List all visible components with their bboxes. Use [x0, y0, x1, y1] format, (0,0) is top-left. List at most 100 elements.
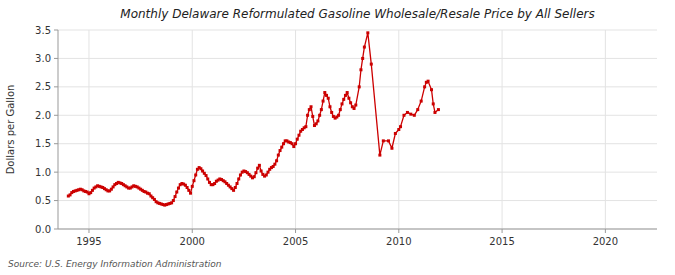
price-marker — [409, 113, 412, 116]
x-tick — [88, 229, 89, 233]
y-tick-label: 0.0 — [35, 224, 51, 235]
price-marker — [232, 189, 235, 192]
price-marker — [174, 195, 177, 198]
price-marker — [437, 108, 440, 111]
price-marker — [320, 108, 323, 111]
price-marker — [187, 189, 190, 192]
page: {"chart_data": { "type": "line", "title"… — [0, 0, 675, 275]
y-tick — [54, 58, 58, 59]
price-marker — [323, 91, 326, 94]
price-marker — [402, 114, 405, 117]
price-marker — [325, 94, 328, 97]
price-marker — [347, 97, 350, 100]
y-tick-label: 3.0 — [35, 53, 51, 64]
price-marker — [280, 146, 283, 149]
price-marker — [291, 142, 294, 145]
y-grid-line — [58, 143, 657, 144]
price-marker — [260, 170, 263, 173]
price-marker — [433, 111, 436, 114]
price-marker — [258, 164, 261, 167]
price-marker — [315, 122, 318, 125]
y-grid-line — [58, 58, 657, 59]
x-grid-line — [502, 30, 503, 229]
x-tick-label: 2020 — [593, 236, 618, 247]
price-marker — [363, 46, 366, 49]
y-grid-line — [58, 172, 657, 173]
y-tick — [54, 30, 58, 31]
price-marker — [399, 125, 402, 128]
price-marker — [189, 192, 192, 195]
y-tick-label: 0.5 — [35, 195, 51, 206]
y-tick — [54, 86, 58, 87]
price-marker — [359, 68, 362, 71]
price-marker — [394, 132, 397, 135]
y-axis-label: Dollars per Gallon — [5, 85, 16, 175]
price-marker — [361, 57, 364, 60]
source-note: Source: U.S. Energy Information Administ… — [8, 259, 222, 269]
x-tick — [192, 229, 193, 233]
price-marker — [273, 163, 276, 166]
price-marker — [432, 102, 435, 105]
price-marker — [349, 101, 352, 104]
y-tick-label: 3.5 — [35, 25, 51, 36]
price-marker — [353, 107, 356, 110]
price-marker — [194, 173, 197, 176]
y-grid-line — [58, 30, 657, 31]
price-marker — [318, 114, 321, 117]
price-line — [68, 33, 438, 205]
price-marker — [354, 104, 357, 107]
price-marker — [279, 149, 282, 152]
price-marker — [423, 85, 426, 88]
price-marker — [267, 171, 270, 174]
price-marker — [304, 125, 307, 128]
x-tick — [502, 229, 503, 233]
x-tick-label: 2010 — [386, 236, 411, 247]
price-marker — [427, 80, 430, 83]
price-marker — [328, 105, 331, 108]
x-tick-label: 2000 — [180, 236, 205, 247]
price-marker — [342, 98, 345, 101]
y-tick — [54, 143, 58, 144]
price-marker — [265, 173, 268, 176]
price-marker — [330, 111, 333, 114]
price-marker — [327, 97, 330, 100]
y-tick-label: 2.5 — [35, 81, 51, 92]
x-axis-line — [58, 229, 657, 230]
y-grid-line — [58, 86, 657, 87]
price-marker — [387, 139, 390, 142]
price-marker — [191, 185, 194, 188]
price-marker — [346, 91, 349, 94]
price-marker — [397, 128, 400, 131]
y-axis-line — [58, 30, 59, 229]
price-marker — [282, 142, 285, 145]
price-marker — [306, 114, 309, 117]
price-marker — [277, 154, 280, 157]
price-marker — [236, 182, 239, 185]
y-tick-label: 1.0 — [35, 167, 51, 178]
price-marker — [310, 105, 313, 108]
x-tick — [295, 229, 296, 233]
price-marker — [378, 154, 381, 157]
x-tick-label: 2005 — [283, 236, 308, 247]
price-marker — [253, 175, 256, 178]
y-tick — [54, 229, 58, 230]
x-grid-line — [398, 30, 399, 229]
plot-area — [67, 31, 440, 206]
price-marker — [406, 111, 409, 114]
x-grid-line — [295, 30, 296, 229]
price-marker — [322, 100, 325, 103]
price-marker — [316, 119, 319, 122]
y-tick — [54, 172, 58, 173]
price-marker — [237, 177, 240, 180]
price-marker — [256, 167, 259, 170]
price-marker — [344, 94, 347, 97]
price-marker — [390, 147, 393, 150]
price-marker — [370, 63, 373, 66]
price-marker — [358, 85, 361, 88]
price-marker — [413, 114, 416, 117]
price-marker — [297, 134, 300, 137]
price-marker — [186, 186, 189, 189]
y-grid-line — [58, 229, 657, 230]
x-grid-line — [88, 30, 89, 229]
price-marker — [275, 159, 278, 162]
